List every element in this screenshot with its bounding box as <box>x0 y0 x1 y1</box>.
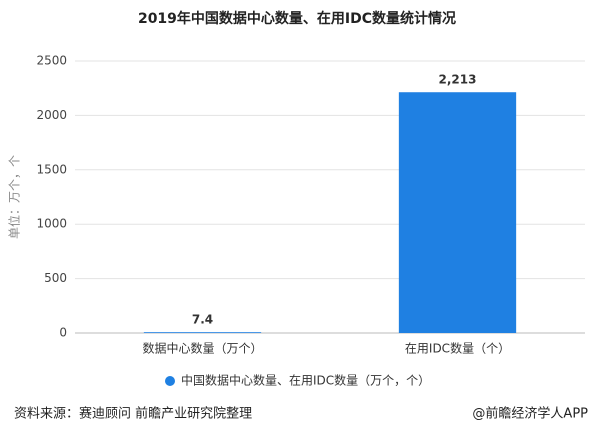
bar <box>398 92 517 333</box>
y-tick-label: 2500 <box>36 54 67 68</box>
credit: @前瞻经济学人APP <box>472 406 588 422</box>
data-label: 2,213 <box>439 73 477 87</box>
x-tick-label: 在用IDC数量（个） <box>405 341 510 356</box>
data-label: 7.4 <box>192 313 213 327</box>
y-axis-label: 单位：万个，个 <box>7 155 22 239</box>
chart-title: 2019年中国数据中心数量、在用IDC数量统计情况 <box>138 10 456 27</box>
x-tick-label: 数据中心数量（万个） <box>142 341 262 356</box>
legend-swatch <box>165 376 175 386</box>
y-tick-label: 1500 <box>36 162 67 176</box>
source: 资料来源：赛迪顾问 前瞻产业研究院整理 <box>14 406 252 422</box>
y-tick-label: 0 <box>59 326 67 340</box>
legend-label: 中国数据中心数量、在用IDC数量（万个，个） <box>181 373 430 388</box>
y-tick-label: 2000 <box>36 108 67 122</box>
y-tick-label: 500 <box>44 271 67 285</box>
y-tick-label: 1000 <box>36 217 67 231</box>
bar <box>143 332 262 333</box>
